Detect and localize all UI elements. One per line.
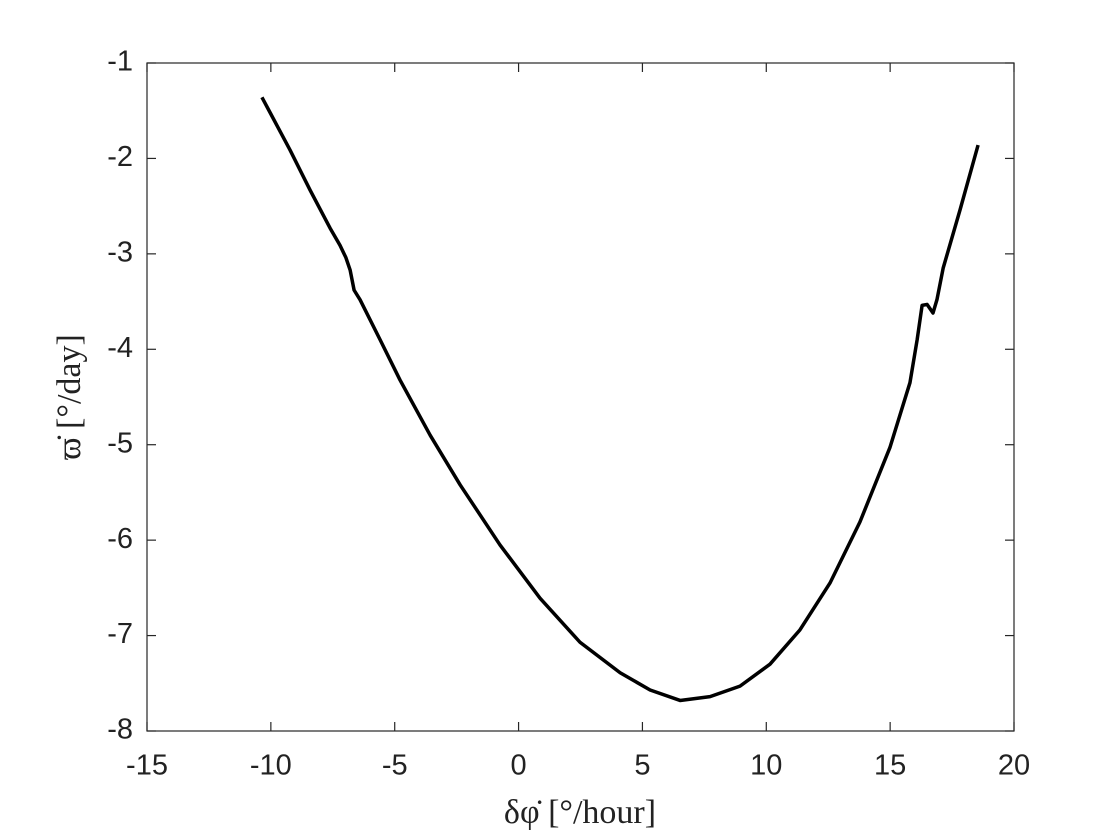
x-axis-label: δφ̇ [°/hour] (504, 794, 656, 831)
x-tick-label: -10 (250, 750, 292, 782)
y-tick-label: -1 (107, 46, 133, 78)
y-tick-label: -3 (107, 237, 133, 269)
x-tick-label: -5 (382, 750, 408, 782)
x-tick-label: 10 (750, 750, 782, 782)
y-tick-label: -7 (107, 618, 133, 650)
y-tick-label: -6 (107, 523, 133, 555)
y-tick-label: -8 (107, 714, 133, 746)
y-axis-label: ϖ̇ [°/day] (51, 334, 88, 460)
x-tick-label: 20 (998, 750, 1030, 782)
y-tick-label: -4 (107, 332, 133, 364)
data-line (260, 96, 980, 703)
x-tick-label: 15 (874, 750, 906, 782)
y-tick-label: -5 (107, 427, 133, 459)
x-tick-label: 5 (634, 750, 650, 782)
y-tick-label: -2 (107, 141, 133, 173)
x-tick-label: -15 (126, 750, 168, 782)
x-tick-label: 0 (511, 750, 527, 782)
plot-area (146, 62, 1015, 732)
